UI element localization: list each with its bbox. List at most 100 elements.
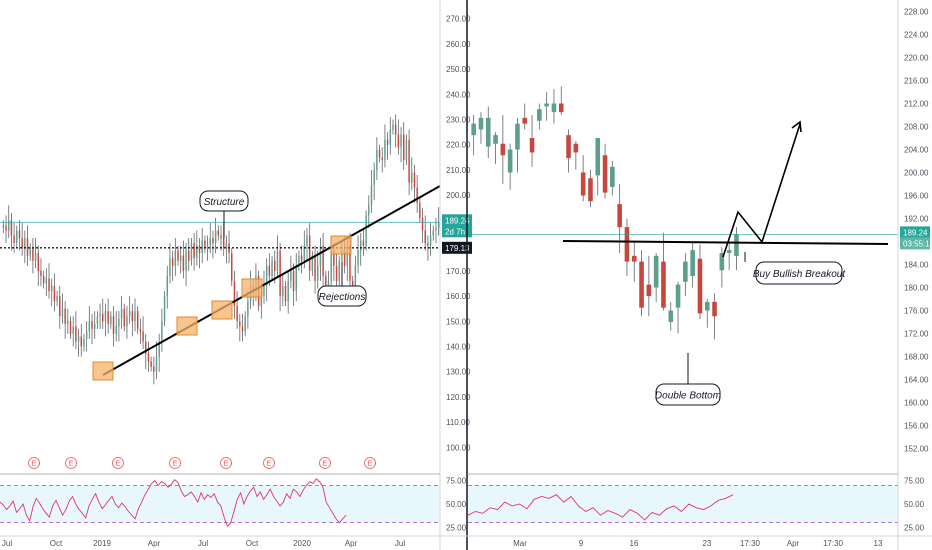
- earnings-event-icon[interactable]: [169, 457, 181, 469]
- candle-body: [544, 103, 549, 107]
- candle-body: [602, 155, 608, 193]
- right-y-tick-label: 216.00: [904, 77, 929, 86]
- candle-body: [421, 217, 424, 231]
- ascending-trendline: [102, 185, 441, 376]
- earnings-event-icon[interactable]: [28, 457, 40, 469]
- candle-body: [653, 255, 659, 288]
- candle-body: [16, 230, 18, 244]
- right-current-price-tag: 189.24: [903, 228, 928, 237]
- candle-body: [153, 366, 155, 372]
- candle-body: [126, 316, 128, 327]
- right-y-tick-label: 152.00: [904, 445, 929, 454]
- right-x-tick-label: Apr: [787, 539, 800, 548]
- candle-body: [222, 238, 225, 249]
- candle-body: [624, 227, 630, 262]
- candle-body: [284, 285, 287, 302]
- right-x-tick-label: 16: [630, 539, 639, 548]
- left-x-tick-label: 2020: [293, 539, 311, 548]
- candle-body: [338, 260, 340, 281]
- candle-body: [697, 258, 703, 314]
- candle-body: [335, 265, 338, 281]
- left-y-tick-label: 260.00: [446, 40, 471, 49]
- candle-body: [424, 230, 426, 244]
- candle-body: [204, 240, 206, 249]
- candle-body: [394, 124, 397, 135]
- candle-body: [500, 143, 506, 156]
- candle-body: [287, 280, 289, 302]
- candle-body: [381, 157, 383, 160]
- candle-body: [217, 230, 220, 236]
- candle-body: [128, 311, 131, 317]
- candle-body: [48, 278, 50, 292]
- right-current-price-tag-bg: [900, 226, 930, 239]
- candle-body: [42, 275, 45, 284]
- left-y-tick-label: 140.00: [446, 343, 471, 352]
- projection-arrow-path: [722, 123, 801, 258]
- candle-body: [354, 265, 357, 286]
- candle-body: [378, 149, 381, 158]
- left-y-tick-label: 220.00: [446, 141, 471, 150]
- earnings-event-label: E: [69, 461, 74, 468]
- candle-body: [93, 323, 96, 329]
- rsi-tick-label: 75.00: [904, 477, 925, 486]
- earnings-event-icon[interactable]: [65, 457, 77, 469]
- left-x-tick-label: Oct: [50, 539, 63, 548]
- breakout-callout-label: Buy Bullish Breakout: [753, 269, 846, 280]
- candle-body: [196, 245, 198, 259]
- candle-body: [21, 238, 23, 249]
- right-x-tick-label: 13: [874, 539, 883, 548]
- candle-body: [239, 321, 241, 327]
- candle-body: [83, 338, 85, 347]
- right-x-tick-label: 17:30: [740, 539, 761, 548]
- rejection-box: [92, 361, 114, 381]
- right-y-tick-label: 192.00: [904, 215, 929, 224]
- left-price-panel[interactable]: 270.00 260.00 250.00 240.00 230.00 220.00 210.…: [0, 15, 472, 548]
- rsi-band: [0, 485, 440, 523]
- candle-body: [282, 285, 284, 297]
- left-y-tick-label: 170.00: [446, 267, 471, 276]
- earnings-event-icon[interactable]: [112, 457, 124, 469]
- left-y-tick-label: 150.00: [446, 317, 471, 326]
- candle-body: [244, 316, 246, 332]
- candle-body: [34, 253, 37, 261]
- candle-body: [435, 227, 437, 231]
- candle-body: [26, 238, 29, 256]
- candle-body: [56, 296, 58, 302]
- candle-body: [80, 336, 83, 347]
- earnings-event-icon[interactable]: [319, 457, 331, 469]
- candle-body: [50, 285, 53, 292]
- candle-body: [91, 321, 93, 329]
- right-x-tick-label: 17:30: [823, 539, 844, 548]
- projection-arrow-head: [791, 120, 802, 133]
- earnings-event-icon[interactable]: [220, 457, 232, 469]
- rejection-box: [330, 235, 352, 255]
- candle-body: [268, 265, 271, 276]
- candle-body: [333, 250, 335, 266]
- right-price-panel[interactable]: 228.00 224.00 220.00 216.00 212.00 208.00 204.…: [467, 8, 932, 549]
- rejection-box: [211, 300, 233, 320]
- candle-body: [551, 103, 557, 113]
- breakout-level-line: [562, 240, 889, 245]
- candle-body: [123, 308, 126, 327]
- earnings-event-label: E: [173, 461, 178, 468]
- candle-body: [75, 326, 77, 342]
- left-y-tick-label: 130.00: [446, 368, 471, 377]
- candle-body: [311, 255, 314, 271]
- candle-body: [174, 250, 177, 266]
- candle-body: [719, 253, 725, 271]
- left-x-tick-label: Oct: [246, 539, 259, 548]
- candle-body: [362, 240, 365, 246]
- right-x-tick-label: 23: [703, 539, 712, 548]
- candle-body: [120, 308, 123, 319]
- candle-body: [118, 318, 120, 327]
- candle-body: [668, 310, 674, 322]
- left-y-tick-label: 230.00: [446, 116, 471, 125]
- earnings-event-icon[interactable]: [364, 457, 376, 469]
- earnings-event-icon[interactable]: [263, 457, 275, 469]
- candle-body: [298, 255, 300, 266]
- candle-body: [115, 326, 117, 334]
- candle-body: [2, 225, 5, 228]
- candle-body: [85, 331, 88, 339]
- candle-body: [247, 301, 249, 317]
